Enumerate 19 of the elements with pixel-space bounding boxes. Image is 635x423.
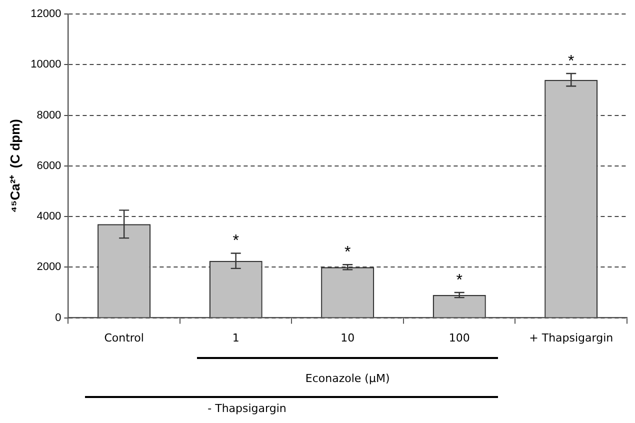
y-tick-label: 10000 [30,58,62,71]
y-axis-title: ⁴⁵Ca²⁺ (C dpm) [7,118,22,213]
annotation: * [568,52,574,70]
y-tick-label: 12000 [30,8,62,20]
y-tick-label: 6000 [36,160,62,172]
text: Econazole (μM) [305,372,390,385]
annotation: * [344,244,351,262]
annotation: * [232,232,239,250]
y-tick-label: 0 [55,312,62,324]
x-tick-label: 10 [340,331,355,344]
y-tick-label: 4000 [36,210,62,223]
y-tick-label: 2000 [36,261,62,274]
annotation: * [456,272,462,289]
x-tick-label: + Thapsigargin [529,331,614,344]
x-tick-label: 100 [448,331,470,344]
text: - Thapsigargin [208,402,286,415]
x-tick-label: 1 [232,331,240,344]
x-tick-label: Control [104,331,144,344]
y-tick-label: 8000 [36,109,62,122]
